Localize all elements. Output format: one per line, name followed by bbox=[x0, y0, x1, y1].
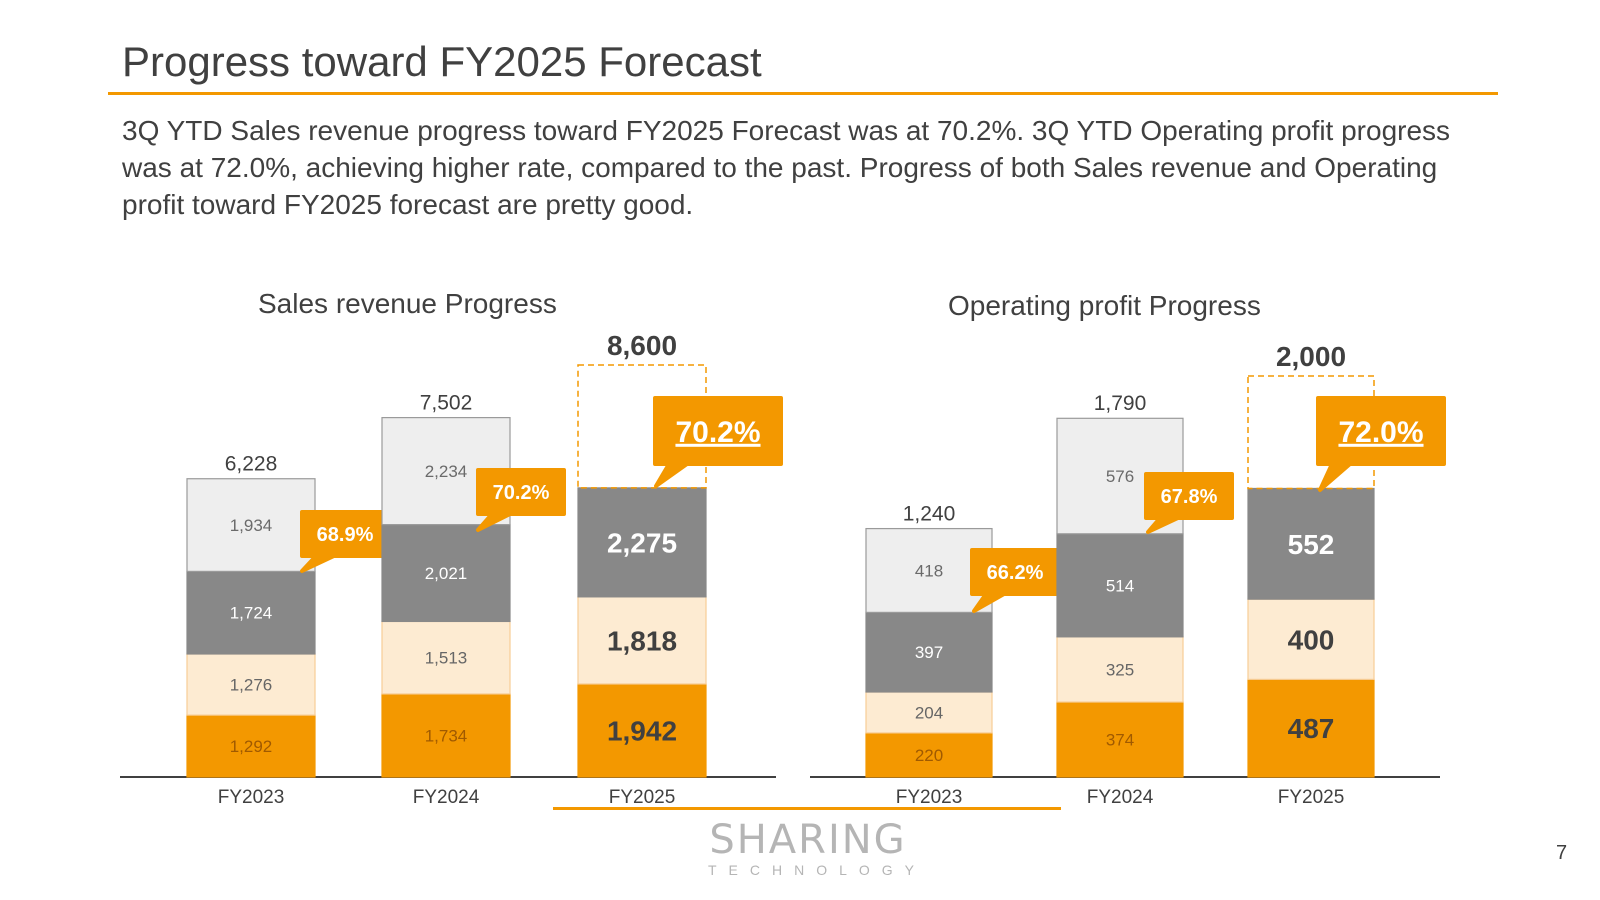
sales-value-label: 1,818 bbox=[607, 625, 677, 656]
sales-bar-fy2024-q2 bbox=[381, 620, 511, 695]
profit-bar-fy2023-q2 bbox=[865, 691, 993, 734]
sales-value-label: 1,513 bbox=[425, 649, 468, 668]
accent-divider bbox=[553, 807, 1061, 810]
logo-sub-text: TECHNOLOGY bbox=[708, 862, 927, 878]
profit-progress-label: 67.8% bbox=[1161, 486, 1218, 508]
sales-forecast-outline bbox=[577, 364, 707, 489]
sales-value-label: 1,276 bbox=[230, 676, 273, 695]
profit-value-label: 514 bbox=[1106, 576, 1134, 595]
sales-bar-fy2023-q3 bbox=[186, 570, 316, 655]
profit-category-label: FY2023 bbox=[896, 787, 963, 808]
logo-main-text: SHARING bbox=[709, 817, 907, 863]
sales-value-label: 2,021 bbox=[425, 564, 468, 583]
sales-bar-fy2023-q2 bbox=[186, 653, 316, 716]
sales-value-label: 1,934 bbox=[230, 516, 273, 535]
sales-category-label: FY2023 bbox=[218, 787, 285, 808]
profit-value-label: 204 bbox=[915, 703, 943, 722]
sales-total-label: 6,228 bbox=[225, 453, 278, 476]
profit-total-label: 1,240 bbox=[903, 502, 956, 525]
page-title: Progress toward FY2025 Forecast bbox=[122, 38, 762, 85]
profit-bar-fy2025-q1 bbox=[1247, 678, 1375, 778]
profit-chart-title: Operating profit Progress bbox=[948, 290, 1261, 321]
profit-value-label: 487 bbox=[1288, 713, 1335, 744]
sales-value-label: 1,724 bbox=[230, 604, 273, 623]
sales-bar-fy2025-q2 bbox=[577, 596, 707, 685]
sales-bar-fy2024-q3 bbox=[381, 524, 511, 623]
sales-progress-callout bbox=[653, 396, 783, 488]
profit-bar-fy2024-q2 bbox=[1056, 636, 1184, 703]
sales-total-label: 8,600 bbox=[607, 330, 677, 361]
profit-bar-fy2025-q3 bbox=[1247, 487, 1375, 600]
profit-progress-label: 72.0% bbox=[1338, 416, 1423, 449]
sales-total-label: 7,502 bbox=[420, 392, 473, 415]
sales-chart-title: Sales revenue Progress bbox=[258, 288, 557, 319]
profit-value-label: 325 bbox=[1106, 660, 1134, 679]
sales-value-label: 1,292 bbox=[230, 737, 273, 756]
profit-value-label: 400 bbox=[1288, 624, 1335, 655]
profit-category-label: FY2024 bbox=[1087, 787, 1154, 808]
sales-value-label: 2,234 bbox=[425, 462, 468, 481]
profit-bar-fy2024-q1 bbox=[1056, 701, 1184, 778]
sales-bar-fy2025-q1 bbox=[577, 683, 707, 778]
summary-text: 3Q YTD Sales revenue progress toward FY2… bbox=[122, 115, 1451, 220]
profit-bar-fy2025-q2 bbox=[1247, 598, 1375, 680]
sales-bar-fy2023-q1 bbox=[186, 714, 316, 778]
profit-value-label: 576 bbox=[1106, 467, 1134, 486]
sales-category-label: FY2025 bbox=[609, 787, 676, 808]
profit-value-label: 418 bbox=[915, 561, 943, 580]
sales-category-label: FY2024 bbox=[413, 787, 480, 808]
profit-value-label: 220 bbox=[915, 746, 943, 765]
sales-progress-callout bbox=[476, 468, 566, 532]
sales-progress-label: 70.2% bbox=[493, 482, 550, 504]
profit-value-label: 552 bbox=[1288, 529, 1335, 560]
profit-value-label: 374 bbox=[1106, 731, 1134, 750]
sales-bar-fy2024-q1 bbox=[381, 693, 511, 778]
profit-category-label: FY2025 bbox=[1278, 787, 1345, 808]
profit-progress-callout bbox=[1316, 396, 1446, 492]
sharing-technology-logo: SHARING TECHNOLOGY bbox=[708, 817, 927, 878]
sales-value-label: 1,942 bbox=[607, 715, 677, 746]
profit-total-label: 1,790 bbox=[1094, 392, 1147, 415]
sales-value-label: 1,734 bbox=[425, 726, 468, 745]
title-divider bbox=[108, 92, 1498, 95]
page-number: 7 bbox=[1556, 842, 1568, 864]
profit-bar-fy2023-q1 bbox=[865, 732, 993, 778]
profit-bar-fy2023-q3 bbox=[865, 611, 993, 693]
sales-progress-label: 70.2% bbox=[675, 416, 760, 449]
sales-progress-label: 68.9% bbox=[317, 524, 374, 546]
sales-bar-fy2023-q4 bbox=[186, 478, 316, 572]
profit-total-label: 2,000 bbox=[1276, 341, 1346, 372]
profit-value-label: 397 bbox=[915, 643, 943, 662]
sales-value-label: 2,275 bbox=[607, 527, 677, 558]
profit-progress-callout bbox=[1144, 472, 1234, 534]
profit-bar-fy2024-q3 bbox=[1056, 533, 1184, 638]
profit-progress-label: 66.2% bbox=[987, 562, 1044, 584]
